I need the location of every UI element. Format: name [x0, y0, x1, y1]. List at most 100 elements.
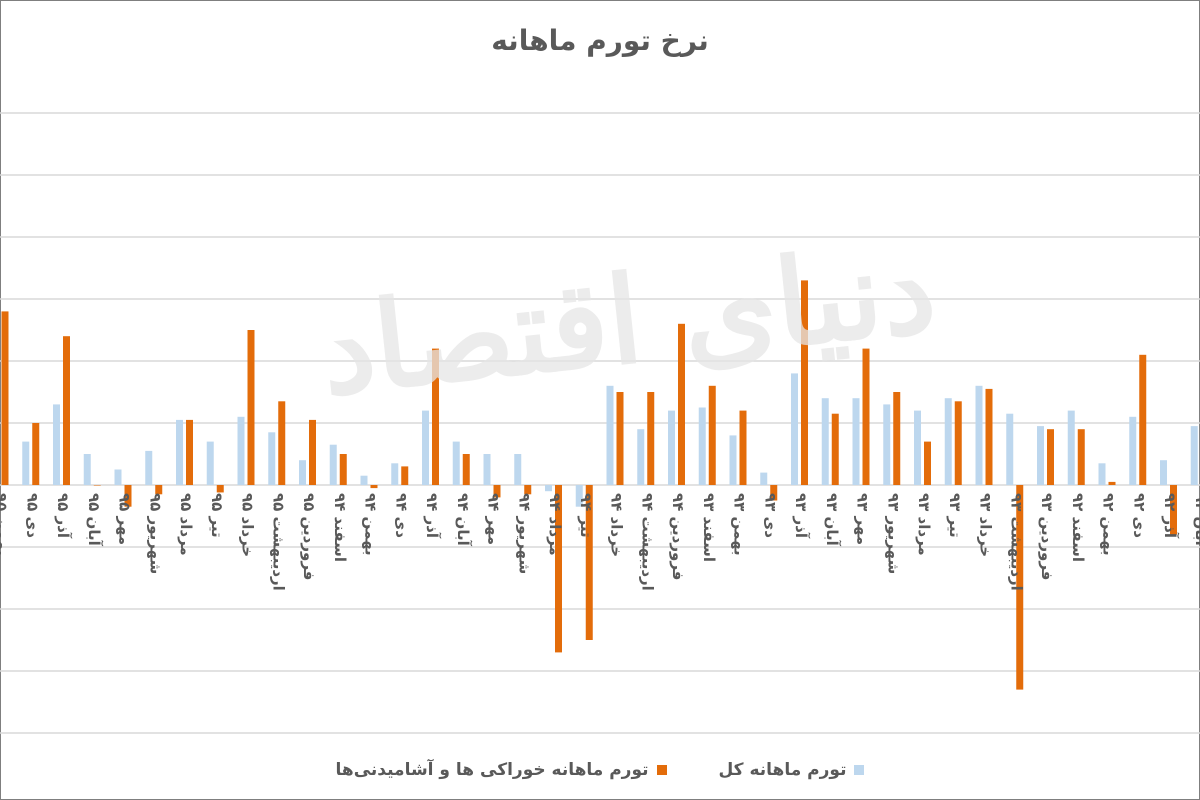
- bar-total[interactable]: [422, 410, 429, 485]
- bar-total[interactable]: [637, 429, 645, 485]
- bar-food[interactable]: [616, 392, 624, 485]
- x-tick-label: بهمن ۹۴: [362, 493, 380, 556]
- bar-food[interactable]: [124, 485, 132, 507]
- bar-total[interactable]: [729, 435, 737, 485]
- bar-total[interactable]: [1190, 426, 1198, 485]
- bar-total[interactable]: [668, 410, 675, 485]
- bar-total[interactable]: [1160, 460, 1167, 485]
- bar-total[interactable]: [483, 454, 491, 485]
- bar-food[interactable]: [555, 485, 562, 653]
- bar-food[interactable]: [985, 388, 993, 485]
- bar-food[interactable]: [1170, 485, 1177, 535]
- bar-total[interactable]: [1037, 426, 1044, 485]
- bar-total[interactable]: [575, 485, 583, 507]
- bar-food[interactable]: [32, 423, 40, 485]
- x-tick-label: شهریور ۹۴: [515, 493, 533, 574]
- bar-total[interactable]: [206, 441, 214, 485]
- bar-total[interactable]: [914, 410, 921, 485]
- bar-total[interactable]: [698, 407, 706, 486]
- x-tick-label: فروردین ۹۴: [669, 493, 687, 580]
- bar-total[interactable]: [1098, 463, 1106, 485]
- bar-total[interactable]: [852, 398, 860, 485]
- bar-total[interactable]: [606, 385, 614, 485]
- bar-total[interactable]: [975, 385, 983, 485]
- bar-food[interactable]: [1016, 485, 1024, 690]
- bar-total[interactable]: [83, 454, 91, 485]
- bar-food[interactable]: [678, 323, 685, 485]
- bar-total[interactable]: [821, 398, 829, 485]
- bar-total[interactable]: [53, 404, 60, 485]
- bar-food[interactable]: [647, 392, 655, 485]
- bar-total[interactable]: [545, 485, 552, 492]
- bar-food[interactable]: [493, 485, 501, 498]
- bar-food[interactable]: [93, 485, 101, 486]
- bar-total[interactable]: [791, 373, 798, 485]
- x-tick-label: تیر ۹۴: [577, 493, 595, 538]
- bar-food[interactable]: [1108, 481, 1116, 485]
- bar-food[interactable]: [1139, 354, 1147, 485]
- bar-food[interactable]: [954, 401, 962, 485]
- bar-total[interactable]: [944, 398, 952, 485]
- bar-food[interactable]: [247, 330, 255, 485]
- x-tick-label: تیر ۹۵: [208, 493, 226, 538]
- x-tick-label: شهریور ۹۵: [146, 493, 164, 574]
- bar-food[interactable]: [462, 454, 470, 485]
- x-tick-label: دی ۹۴: [392, 493, 410, 538]
- bar-total[interactable]: [760, 472, 768, 485]
- bar-food[interactable]: [370, 485, 378, 489]
- bar-total[interactable]: [360, 475, 368, 485]
- x-tick-label: فروردین ۹۳: [1038, 493, 1056, 580]
- bar-food[interactable]: [1077, 429, 1085, 485]
- bar-food[interactable]: [801, 280, 808, 485]
- bar-food[interactable]: [401, 466, 409, 485]
- x-tick-label: بهمن ۹۲: [1100, 493, 1118, 556]
- x-tick-label: فروردین ۹۵: [300, 493, 318, 580]
- x-tick-label: آذر ۹۲: [1161, 493, 1179, 539]
- bar-food[interactable]: [155, 485, 163, 495]
- bar-food[interactable]: [585, 485, 593, 640]
- x-tick-label: دی ۹۵: [23, 493, 41, 538]
- x-tick-label: مرداد ۹۳: [915, 493, 933, 556]
- bar-total[interactable]: [114, 469, 122, 486]
- bar-food[interactable]: [862, 348, 870, 485]
- chart-title: نرخ تورم ماهانه: [491, 24, 709, 57]
- bar-total[interactable]: [514, 454, 522, 485]
- bar-total[interactable]: [268, 432, 276, 485]
- x-tick-label: اردیبهشت ۹۴: [638, 493, 656, 591]
- bar-food[interactable]: [216, 485, 224, 493]
- bar-total[interactable]: [329, 444, 337, 485]
- bar-food[interactable]: [63, 336, 70, 485]
- bar-food[interactable]: [1047, 429, 1054, 485]
- bar-total[interactable]: [1067, 410, 1075, 485]
- bar-total[interactable]: [145, 450, 153, 485]
- bar-total[interactable]: [883, 404, 891, 485]
- bar-food[interactable]: [893, 392, 901, 485]
- bar-food[interactable]: [432, 348, 439, 485]
- legend-item-total[interactable]: تورم ماهانه کل: [719, 760, 865, 780]
- bar-total[interactable]: [299, 460, 306, 485]
- bar-food[interactable]: [186, 419, 193, 485]
- bar-food[interactable]: [309, 419, 316, 485]
- bar-food[interactable]: [770, 485, 778, 501]
- x-tick-label: اردیبهشت ۹۵: [269, 493, 287, 591]
- bar-total[interactable]: [176, 419, 183, 485]
- bar-food[interactable]: [739, 410, 747, 485]
- bar-total[interactable]: [22, 441, 30, 485]
- bar-total[interactable]: [452, 441, 460, 485]
- bar-food[interactable]: [278, 401, 286, 485]
- bar-food[interactable]: [524, 485, 532, 495]
- bar-food[interactable]: [831, 413, 839, 485]
- bar-total[interactable]: [237, 416, 245, 485]
- bar-food[interactable]: [1, 311, 9, 485]
- bar-food[interactable]: [339, 454, 347, 485]
- x-tick-label: آبان ۹۵: [85, 493, 103, 547]
- legend-item-food[interactable]: تورم ماهانه خوراکی ها و آشامیدنی‌ها: [336, 760, 667, 780]
- bar-food[interactable]: [708, 385, 716, 485]
- bar-total[interactable]: [391, 463, 399, 485]
- x-tick-label: مهر ۹۳: [854, 493, 872, 545]
- x-tick-label: آبان ۹۳: [823, 493, 841, 547]
- bar-total[interactable]: [1006, 413, 1014, 485]
- bar-food[interactable]: [924, 441, 931, 485]
- bar-total[interactable]: [1129, 416, 1137, 485]
